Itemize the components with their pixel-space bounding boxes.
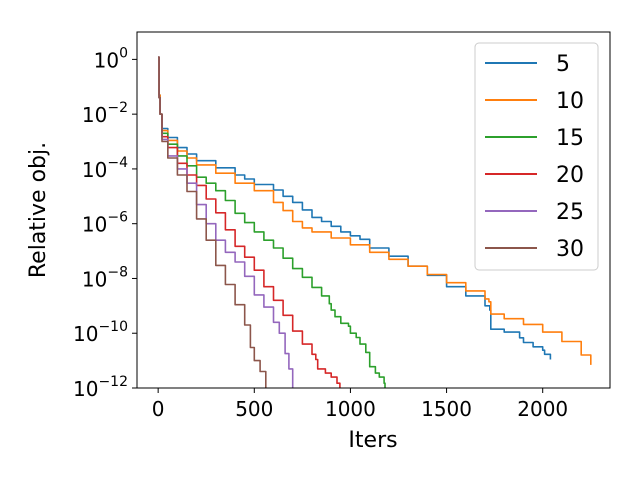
series-line-25 [158,56,294,388]
x-tick-label: 1000 [325,397,376,421]
legend-label-5: 5 [556,52,570,77]
legend-label-10: 10 [556,89,584,114]
legend: 5 10 15 20 25 30 [474,42,599,271]
legend-label-20: 20 [556,163,584,188]
x-tick-label: 500 [235,397,273,421]
series-line-10 [158,56,592,365]
y-tick-label: 10−12 [73,374,128,401]
y-axis: 100 10−2 10−4 10−6 10−8 10−10 10−12 [73,45,137,401]
legend-label-30: 30 [556,237,584,262]
x-tick-label: 2000 [517,397,568,421]
series-line-15 [158,56,386,388]
plot-frame [136,31,611,389]
y-tick-label: 10−2 [82,100,128,127]
x-tick-label: 1500 [421,397,472,421]
y-axis-label: Relative obj. [26,142,51,278]
y-tick-label: 10−6 [82,210,128,237]
x-axis: 0 500 1000 1500 2000 [152,388,568,421]
legend-label-15: 15 [556,126,584,151]
y-tick-label: 10−10 [73,319,128,346]
series-layer [158,56,592,388]
x-axis-label: Iters [348,428,397,453]
x-tick-label: 0 [152,397,165,421]
series-line-20 [158,56,341,388]
series-line-5 [158,56,552,360]
y-tick-label: 100 [94,45,128,72]
legend-frame [474,42,599,271]
y-tick-label: 10−8 [82,264,128,291]
series-line-30 [158,56,267,388]
y-tick-label: 10−4 [82,155,128,182]
legend-label-25: 25 [556,200,584,225]
